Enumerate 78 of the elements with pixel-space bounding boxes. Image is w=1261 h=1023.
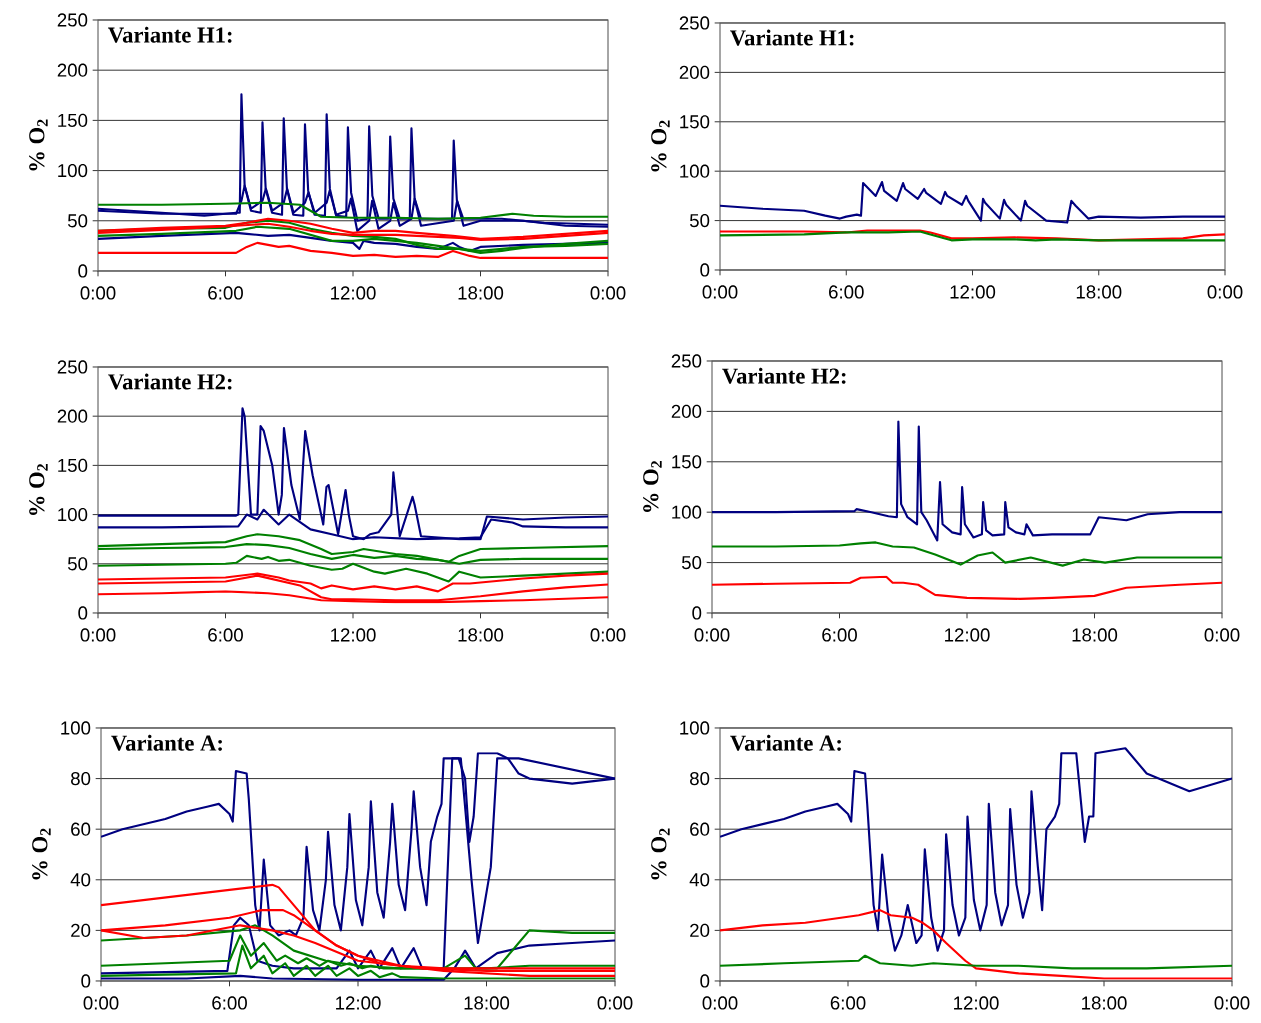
x-tick-label: 0:00 — [702, 996, 738, 1010]
y-axis-title: % O$_{2}$ — [643, 461, 662, 512]
y-tick-label: 20 — [71, 923, 91, 937]
y-tick-label: 100 — [680, 721, 710, 735]
y-tick-label: 20 — [690, 923, 710, 937]
y-tick-label: 150 — [58, 113, 88, 127]
y-tick-label: 50 — [681, 555, 702, 570]
chart-title: Variante H1: — [108, 26, 232, 43]
y-tick-label: 250 — [57, 13, 88, 27]
y-tick-label: 200 — [57, 409, 88, 423]
y-tick-label: 250 — [671, 354, 702, 368]
y-tick-label: 60 — [690, 822, 710, 836]
x-tick-label: 0:00 — [702, 285, 738, 299]
x-tick-label: 6:00 — [829, 285, 864, 299]
y-tick-label: 200 — [679, 65, 710, 79]
x-tick-label: 12:00 — [331, 628, 376, 642]
y-tick-label: 200 — [57, 63, 88, 77]
y-tick-label: 40 — [689, 873, 710, 887]
x-tick-label: 0:00 — [590, 286, 626, 300]
y-tick-label: 100 — [680, 164, 710, 178]
x-tick-label: 12:00 — [954, 996, 999, 1010]
chart-title: Variante A: — [730, 734, 841, 751]
y-tick-label: 0 — [700, 974, 710, 988]
chart-title: Variante H2: — [722, 367, 846, 384]
x-tick-label: 12:00 — [950, 285, 996, 299]
x-tick-label: 12:00 — [945, 628, 990, 642]
y-tick-label: 100 — [58, 507, 88, 522]
x-tick-label: 0:00 — [597, 996, 633, 1010]
y-tick-label: 250 — [57, 360, 88, 374]
y-tick-label: 50 — [689, 213, 710, 228]
y-axis-title: % O$_{2}$ — [651, 120, 670, 172]
y-tick-label: 50 — [67, 214, 88, 228]
y-axis-title: % O$_{2}$ — [32, 828, 51, 880]
y-tick-label: 60 — [71, 822, 91, 836]
x-tick-label: 0:00 — [694, 628, 730, 642]
y-tick-label: 200 — [671, 404, 702, 418]
x-tick-label: 18:00 — [1076, 285, 1122, 299]
x-tick-label: 0:00 — [80, 286, 116, 300]
x-tick-label: 18:00 — [458, 628, 504, 642]
x-tick-label: 6:00 — [822, 628, 857, 642]
y-tick-label: 250 — [679, 16, 710, 30]
y-tick-label: 100 — [61, 721, 91, 735]
x-tick-label: 6:00 — [212, 996, 247, 1010]
y-tick-label: 80 — [690, 771, 710, 786]
x-tick-label: 0:00 — [1207, 285, 1243, 299]
y-tick-label: 0 — [78, 606, 88, 620]
y-tick-label: 150 — [680, 115, 710, 129]
y-axis-title: % O$_{2}$ — [29, 464, 48, 515]
x-tick-label: 6:00 — [208, 628, 243, 642]
y-tick-label: 100 — [58, 163, 88, 178]
y-tick-label: 80 — [71, 771, 91, 786]
y-tick-label: 40 — [70, 873, 91, 887]
x-tick-label: 12:00 — [336, 996, 381, 1010]
y-tick-label: 0 — [78, 264, 88, 278]
chart-title: Variante H2: — [108, 373, 232, 390]
y-tick-label: 0 — [81, 974, 91, 988]
x-tick-label: 0:00 — [590, 628, 626, 642]
x-tick-label: 0:00 — [1204, 628, 1240, 642]
chart-title: Variante H1: — [730, 29, 854, 46]
y-axis-title: % O$_{2}$ — [651, 828, 670, 880]
x-tick-label: 18:00 — [1072, 628, 1118, 642]
x-tick-label: 18:00 — [458, 286, 504, 300]
x-tick-label: 6:00 — [830, 996, 866, 1010]
y-tick-label: 0 — [692, 606, 702, 620]
x-tick-label: 18:00 — [1082, 996, 1127, 1010]
x-tick-label: 18:00 — [464, 996, 510, 1010]
y-tick-label: 50 — [67, 557, 88, 571]
y-axis-title: % O$_{2}$ — [29, 119, 48, 171]
x-tick-label: 0:00 — [83, 996, 119, 1010]
x-tick-label: 12:00 — [331, 286, 376, 300]
chart-title: Variante A: — [111, 734, 222, 751]
y-tick-label: 150 — [58, 458, 88, 472]
y-tick-label: 0 — [700, 263, 710, 277]
x-tick-label: 6:00 — [208, 286, 243, 300]
y-tick-label: 150 — [672, 455, 702, 469]
y-tick-label: 100 — [672, 505, 702, 519]
x-tick-label: 0:00 — [1214, 996, 1250, 1010]
x-tick-label: 0:00 — [80, 628, 116, 642]
